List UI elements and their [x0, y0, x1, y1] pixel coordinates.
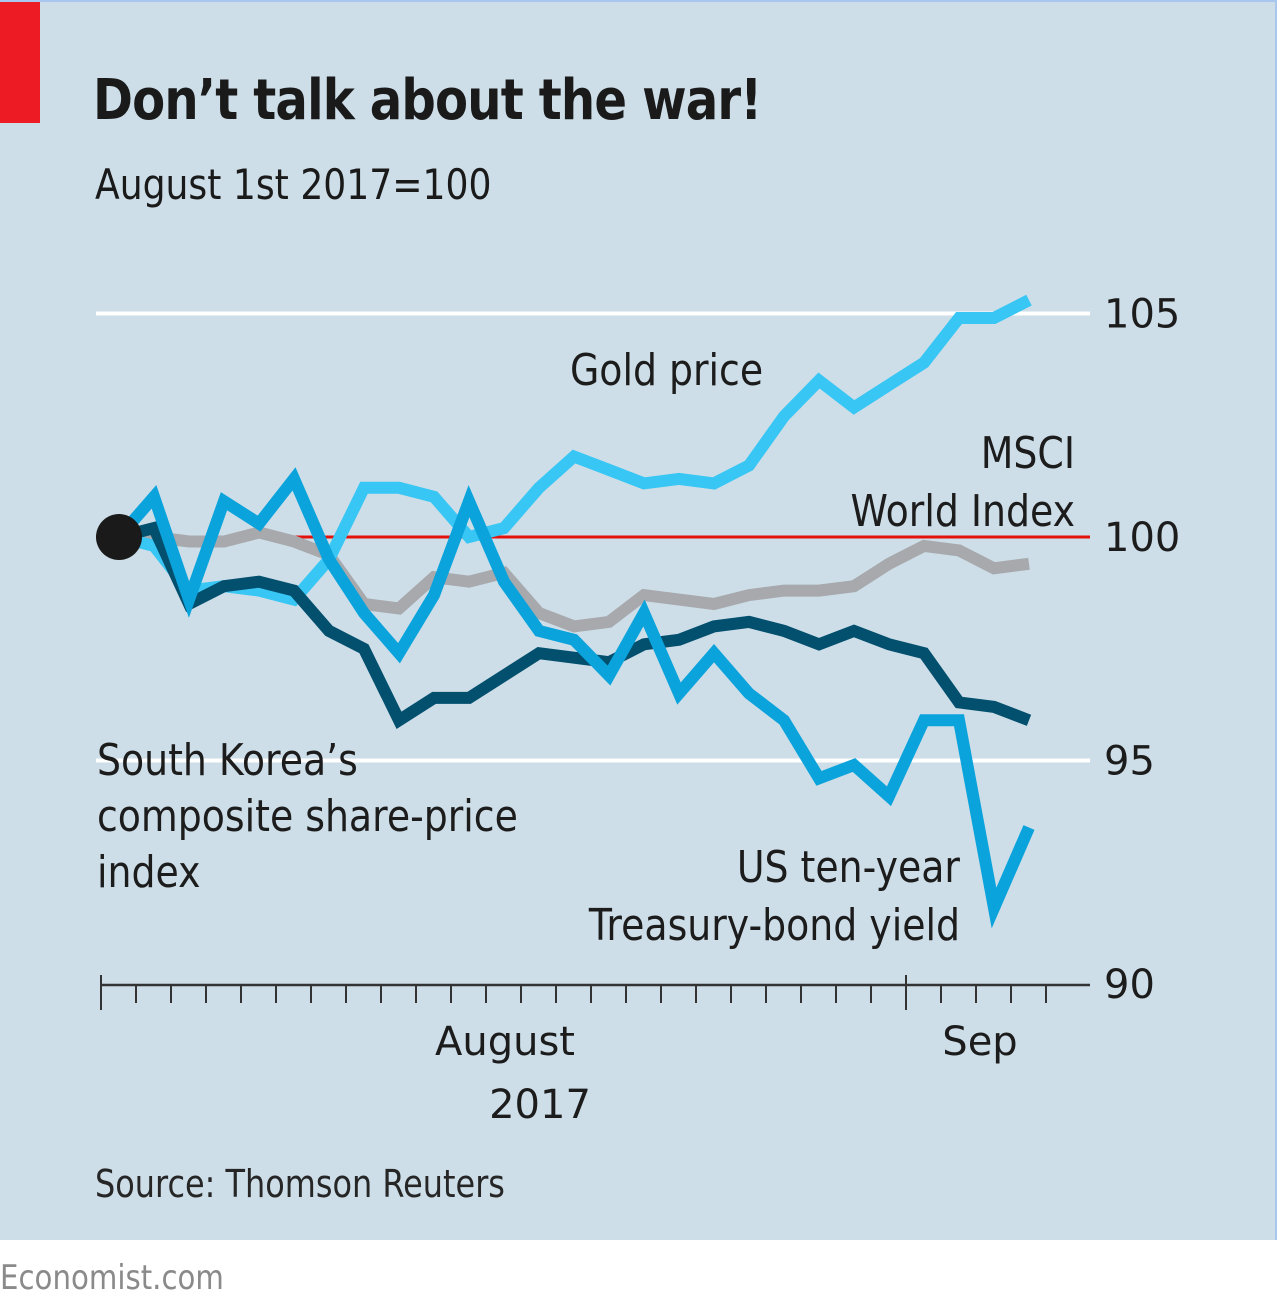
red-tag-marker [0, 2, 40, 123]
start-point-marker [96, 514, 142, 560]
series-labels: Gold price US ten-year Treasury-bond yield… [97, 344, 1075, 950]
series-label: South Korea’s [97, 734, 358, 785]
series-label: Gold price [570, 344, 763, 395]
series-lines [96, 294, 1035, 929]
source-note: Source: Thomson Reuters [95, 1162, 505, 1206]
x-year-label: 2017 [489, 1082, 591, 1128]
series-label: World Index [850, 485, 1075, 536]
series-label: composite share-price [97, 790, 518, 841]
series-label: index [97, 846, 200, 897]
series-line-south-korea-s-composite-share-price-index [117, 521, 1032, 729]
x-axis: August Sep 2017 [100, 975, 1090, 1128]
y-tick-label: 95 [1104, 739, 1155, 785]
y-axis-labels: 90 95 100 105 [1104, 292, 1180, 1009]
series-line-us-ten-year-treasury-bond-yield [114, 467, 1035, 929]
line-chart: 90 95 100 105 August Sep 2017 Gold price US te… [96, 292, 1180, 1128]
series-line-msci-world-index [119, 526, 1030, 633]
footer-brand: Economist.com [0, 1258, 224, 1298]
chart-title: Don’t talk about the war! [93, 68, 762, 133]
chart-subtitle: August 1st 2017=100 [95, 160, 492, 209]
y-tick-label: 100 [1104, 515, 1180, 561]
series-label: US ten-year [737, 841, 960, 892]
x-month-label: Sep [942, 1019, 1017, 1065]
series-line-gold-price [117, 294, 1032, 607]
series-label: MSCI [981, 427, 1075, 478]
series-label: Treasury-bond yield [588, 899, 960, 950]
y-tick-label: 105 [1104, 292, 1180, 338]
y-tick-label: 90 [1104, 962, 1155, 1008]
x-month-label: August [435, 1019, 575, 1065]
